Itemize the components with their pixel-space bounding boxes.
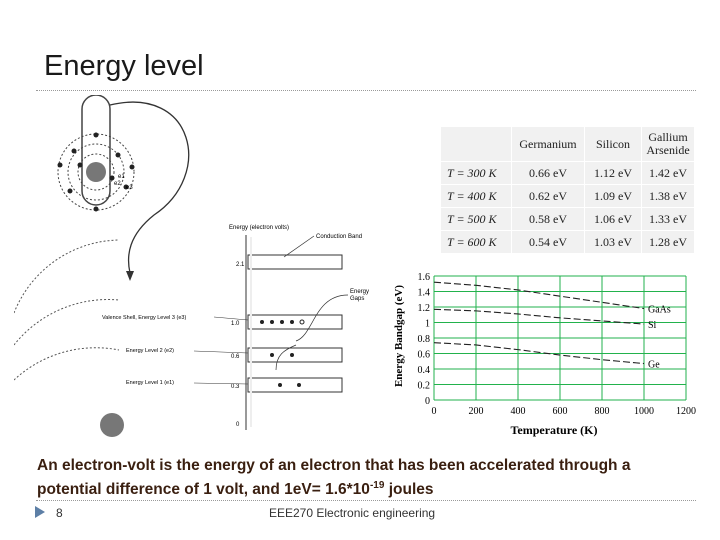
table-cell: 0.54 eV (511, 230, 585, 254)
x-tick-label: 600 (553, 406, 568, 417)
series-label: Si (648, 320, 657, 331)
table-header-blank (440, 126, 512, 162)
table-header-gallium-arsenide: Gallium Arsenide (641, 126, 695, 162)
table-row-temp: T = 300 K (440, 161, 512, 185)
table-row-temp: T = 600 K (440, 230, 512, 254)
caption: An electron-volt is the energy of an ele… (37, 456, 677, 500)
value-zero: 0 (236, 422, 240, 428)
table-row: T = 300 K 0.66 eV 1.12 eV 1.42 eV (440, 161, 695, 185)
value-level-2: 0.6 (231, 354, 240, 360)
y-tick-label: 0.2 (418, 381, 431, 392)
atom-label-e2: e2 (114, 181, 121, 187)
table-header-row: Germanium Silicon Gallium Arsenide (440, 126, 695, 162)
caption-suffix: joules (384, 481, 434, 499)
y-tick-label: 1.6 (418, 272, 431, 283)
y-tick-label: 0 (425, 396, 430, 407)
y-tick-label: 1.2 (418, 303, 431, 314)
table-cell: 1.42 eV (641, 161, 695, 185)
table-cell: 0.66 eV (511, 161, 585, 185)
y-tick-label: 1 (425, 319, 430, 330)
page-number: 8 (56, 506, 63, 520)
level-2-band (247, 347, 343, 363)
value-top: 2.1 (236, 262, 245, 268)
atom-label-e1: e1 (118, 174, 125, 180)
title-divider (36, 90, 696, 91)
series-line-si (433, 308, 645, 325)
energy-gaps-label-2: Gaps (350, 296, 364, 302)
atom-model: e1 e2 e3 (57, 95, 190, 281)
table-cell: 1.03 eV (584, 230, 642, 254)
y-tick-label: 0.6 (418, 350, 431, 361)
table-row: T = 500 K 0.58 eV 1.06 eV 1.33 eV (440, 207, 695, 231)
nucleus-icon (100, 413, 124, 437)
level-1-label: Energy Level 1 (e1) (126, 380, 174, 386)
series-line-gaas (433, 281, 645, 310)
value-level-3: 1.0 (231, 321, 240, 327)
x-tick-label: 800 (595, 406, 610, 417)
y-tick-label: 0.4 (418, 365, 431, 376)
energy-gaps-label-1: Energy (350, 289, 369, 295)
y-tick-label: 0.8 (418, 334, 431, 345)
table-cell: 0.58 eV (511, 207, 585, 231)
table-row: T = 400 K 0.62 eV 1.09 eV 1.38 eV (440, 184, 695, 208)
x-tick-label: 200 (469, 406, 484, 417)
table-cell: 1.28 eV (641, 230, 695, 254)
level-3-label: Valence Shell, Energy Level 3 (e3) (102, 315, 186, 321)
footer-divider (36, 500, 696, 501)
arrow-down-icon (126, 271, 134, 281)
table-cell: 1.06 eV (584, 207, 642, 231)
table-cell: 1.09 eV (584, 184, 642, 208)
caption-exponent: -19 (369, 480, 385, 491)
table-cell: 1.12 eV (584, 161, 642, 185)
table-row: T = 600 K 0.54 eV 1.03 eV 1.28 eV (440, 230, 695, 254)
level-1-band (247, 377, 343, 393)
y-tick-label: 1.4 (418, 288, 431, 299)
table-cell: 0.62 eV (511, 184, 585, 208)
bandgap-table: Germanium Silicon Gallium Arsenide T = 3… (440, 126, 695, 254)
footer-text: EEE270 Electronic engineering (269, 506, 436, 520)
chart-grid (433, 275, 687, 401)
x-tick-label: 0 (432, 406, 437, 417)
table-header-silicon: Silicon (584, 126, 642, 162)
caption-text: An electron-volt is the energy of an ele… (37, 457, 631, 499)
triangle-bullet-icon (35, 506, 45, 518)
bandgap-chart: GaAs Si Ge 0 0.2 0.4 0.6 0.8 1 1.2 1.4 1.6 0 200 400 6… (393, 272, 697, 437)
series-label: Ge (648, 360, 660, 371)
series-label: GaAs (648, 305, 671, 316)
value-level-1: 0.3 (231, 384, 240, 390)
chart-ticks: 0 0.2 0.4 0.6 0.8 1 1.2 1.4 1.6 0 200 400 600 800 1000… (418, 272, 697, 417)
conduction-band (247, 254, 343, 270)
slide-title: Energy level (44, 50, 204, 82)
level-2-label: Energy Level 2 (e2) (126, 348, 174, 354)
x-tick-label: 400 (511, 406, 526, 417)
series-line-ge (433, 342, 645, 365)
chart-ylabel: Energy Bandgap (eV) (393, 285, 405, 387)
conduction-band-label: Conduction Band (316, 234, 362, 240)
atom-label-e3: e3 (126, 185, 133, 191)
table-row-temp: T = 500 K (440, 207, 512, 231)
valence-band (247, 314, 343, 330)
table-header-germanium: Germanium (511, 126, 585, 162)
table-cell: 1.33 eV (641, 207, 695, 231)
diagram-axis-title: Energy (electron volts) (229, 225, 289, 231)
chart-series: GaAs Si Ge (433, 281, 671, 371)
chart-xlabel: Temperature (K) (511, 423, 598, 437)
x-tick-label: 1200 (676, 406, 696, 417)
x-tick-label: 1000 (634, 406, 654, 417)
table-row-temp: T = 400 K (440, 184, 512, 208)
table-cell: 1.38 eV (641, 184, 695, 208)
energy-level-diagram: e1 e2 e3 Energy (electron volts) 2.1 1.0… (14, 95, 369, 437)
